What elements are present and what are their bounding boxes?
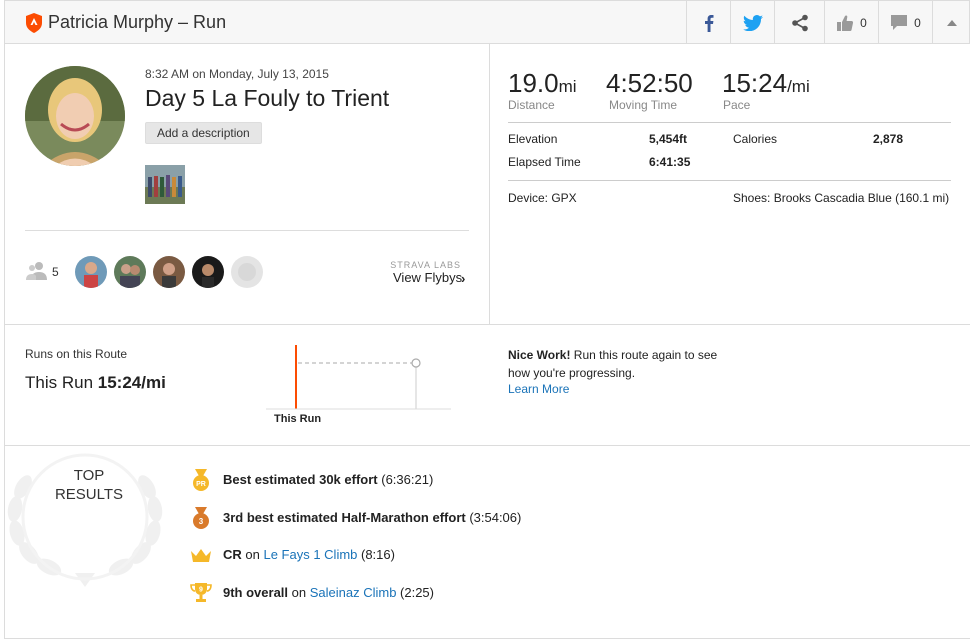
result-item-2: 3rd best estimated Half-Marathon effort … bbox=[223, 510, 522, 525]
activity-timestamp: 8:32 AM on Monday, July 13, 2015 bbox=[145, 67, 329, 81]
athlete-photo bbox=[75, 256, 107, 288]
comment-icon bbox=[891, 15, 908, 30]
nice-work-message: Nice Work! Run this route again to see h… bbox=[508, 348, 718, 380]
athlete-photo bbox=[231, 256, 263, 288]
divider bbox=[508, 122, 951, 123]
result-item-1: Best estimated 30k effort (6:36:21) bbox=[223, 472, 434, 487]
divider bbox=[25, 230, 469, 231]
activity-card bbox=[4, 0, 970, 639]
chart-this-run-label: This Run bbox=[274, 413, 322, 425]
route-section-title: Runs on this Route bbox=[25, 347, 128, 361]
svg-text:3: 3 bbox=[199, 517, 204, 526]
segment-link-le-fays[interactable]: Le Fays 1 Climb bbox=[263, 547, 358, 562]
facebook-icon bbox=[704, 14, 713, 32]
share-button[interactable] bbox=[774, 1, 824, 44]
activity-header: Patricia Murphy – Run 0 0 bbox=[4, 0, 970, 44]
pr-medal-icon: PR bbox=[193, 469, 209, 491]
kudos-button[interactable]: 0 bbox=[824, 1, 878, 44]
athlete-avatar[interactable] bbox=[25, 66, 125, 166]
bronze-medal-icon: 3 bbox=[193, 507, 209, 529]
add-description-button[interactable]: Add a description bbox=[145, 122, 262, 144]
route-comparison-chart bbox=[266, 345, 451, 410]
distance-label: Distance bbox=[508, 98, 555, 112]
moving-time-value: 4:52:50 bbox=[606, 68, 693, 98]
elapsed-time-label: Elapsed Time bbox=[508, 155, 581, 169]
section-divider bbox=[4, 324, 970, 325]
twitter-share-button[interactable] bbox=[730, 1, 774, 44]
chevron-up-icon bbox=[946, 19, 957, 26]
activity-name: Day 5 La Fouly to Trient bbox=[145, 85, 390, 111]
athlete-photo bbox=[192, 256, 224, 288]
comment-button[interactable]: 0 bbox=[878, 1, 932, 44]
athlete-face-3[interactable] bbox=[153, 256, 185, 288]
share-icon bbox=[791, 14, 808, 31]
crown-icon bbox=[191, 549, 211, 562]
elevation-label: Elevation bbox=[508, 132, 558, 146]
device-info: Device: GPX bbox=[508, 191, 577, 205]
collapse-button[interactable] bbox=[932, 1, 970, 44]
trophy-icon: 9 bbox=[190, 583, 212, 602]
top-results-heading: TOP RESULTS bbox=[54, 467, 124, 503]
svg-text:PR: PR bbox=[196, 481, 206, 488]
group-photo bbox=[145, 165, 185, 204]
learn-more-link[interactable]: Learn More bbox=[508, 382, 570, 396]
pace-label: Pace bbox=[723, 98, 751, 112]
section-divider bbox=[4, 445, 970, 446]
pace-value: 15:24/mi bbox=[722, 68, 810, 98]
activity-photo-thumbnail[interactable] bbox=[145, 165, 185, 204]
athletes-icon bbox=[26, 262, 47, 280]
calories-label: Calories bbox=[733, 132, 778, 146]
elevation-value: 5,454ft bbox=[649, 132, 688, 146]
athlete-face-2[interactable] bbox=[114, 256, 146, 288]
facebook-share-button[interactable] bbox=[686, 1, 730, 44]
athletes-count: 5 bbox=[52, 265, 59, 279]
result-item-3: CR on Le Fays 1 Climb (8:16) bbox=[223, 547, 395, 562]
athlete-face-4[interactable] bbox=[192, 256, 224, 288]
athlete-face-1[interactable] bbox=[75, 256, 107, 288]
svg-text:9: 9 bbox=[199, 587, 203, 594]
view-flybys-link[interactable]: View Flybys bbox=[393, 270, 463, 285]
segment-link-saleinaz[interactable]: Saleinaz Climb bbox=[309, 585, 397, 600]
laurel-wreath-icon bbox=[7, 453, 163, 587]
strava-shield-icon bbox=[26, 13, 42, 33]
comments-count: 0 bbox=[914, 15, 921, 30]
calories-value: 2,878 bbox=[873, 132, 904, 146]
athlete-photo bbox=[153, 256, 185, 288]
distance-value: 19.0mi bbox=[508, 68, 577, 98]
twitter-icon bbox=[742, 14, 763, 31]
moving-time-label: Moving Time bbox=[609, 98, 678, 112]
future-run-point bbox=[411, 358, 421, 368]
result-item-4: 9th overall on Saleinaz Climb (2:25) bbox=[223, 585, 434, 600]
chevron-right-icon: › bbox=[461, 271, 466, 286]
divider bbox=[508, 180, 951, 181]
athlete-photo bbox=[25, 66, 125, 166]
page-title: Patricia Murphy – Run bbox=[48, 12, 227, 32]
strava-labs-label: STRAVA LABS bbox=[390, 260, 461, 270]
elapsed-time-value: 6:41:35 bbox=[649, 155, 691, 169]
kudos-count: 0 bbox=[860, 15, 867, 30]
athlete-face-5[interactable] bbox=[231, 256, 263, 288]
vertical-divider bbox=[489, 44, 490, 324]
thumbs-up-icon bbox=[837, 14, 854, 31]
this-run-pace: This Run 15:24/mi bbox=[25, 373, 166, 392]
shoes-info: Shoes: Brooks Cascadia Blue (160.1 mi) bbox=[733, 191, 950, 205]
athlete-photo bbox=[114, 256, 146, 288]
